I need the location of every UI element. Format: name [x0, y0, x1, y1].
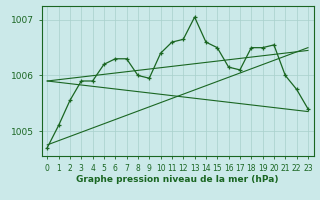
X-axis label: Graphe pression niveau de la mer (hPa): Graphe pression niveau de la mer (hPa) [76, 175, 279, 184]
